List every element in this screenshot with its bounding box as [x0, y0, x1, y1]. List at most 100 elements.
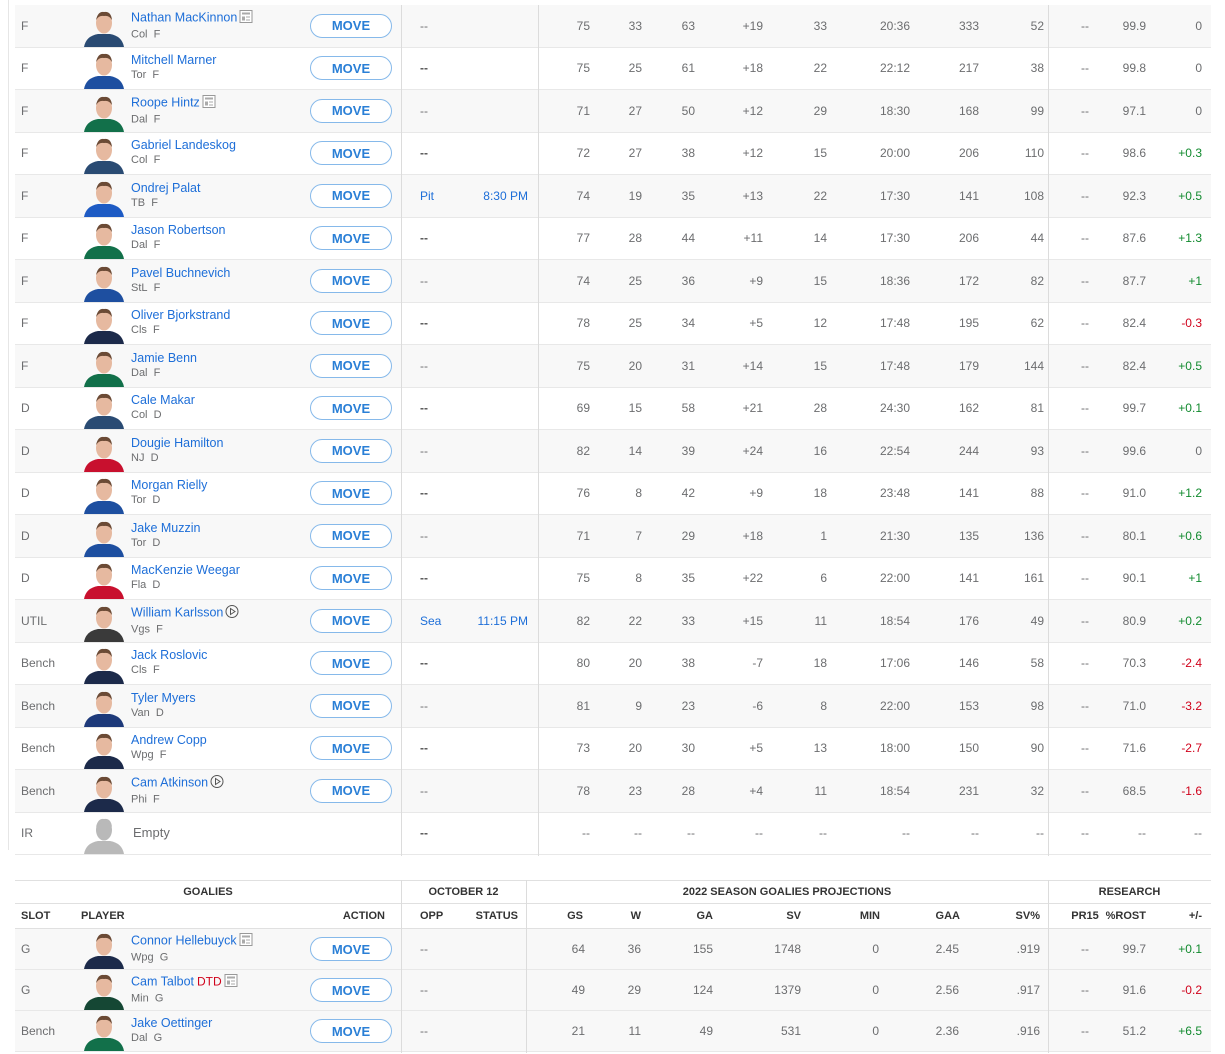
- move-button[interactable]: MOVE: [310, 778, 392, 803]
- news-icon[interactable]: [239, 9, 253, 27]
- player-name-link[interactable]: Roope Hintz: [131, 95, 200, 110]
- stat-value: 42: [681, 486, 695, 501]
- stat-value: --: [634, 826, 642, 841]
- opponent: --: [420, 316, 428, 331]
- move-button[interactable]: MOVE: [310, 438, 392, 463]
- player-name-link[interactable]: Ondrej Palat: [131, 180, 201, 195]
- news-icon[interactable]: [224, 974, 238, 992]
- move-button[interactable]: MOVE: [310, 566, 392, 591]
- move-button[interactable]: MOVE: [310, 353, 392, 378]
- move-button[interactable]: MOVE: [310, 523, 392, 548]
- move-button[interactable]: MOVE: [310, 608, 392, 633]
- move-button[interactable]: MOVE: [310, 978, 392, 1002]
- player-name-link[interactable]: Jack Roslovic: [131, 648, 208, 663]
- table-row: F Nathan MacKinnon Col F MOVE -- 75 33 63 +19 33 2…: [15, 5, 1211, 48]
- rostered-change: 0: [1195, 103, 1202, 118]
- player-name-link[interactable]: Pavel Buchnevich: [131, 265, 231, 280]
- player-name-link[interactable]: Cale Makar: [131, 393, 195, 408]
- move-button[interactable]: MOVE: [310, 1019, 392, 1043]
- column-divider: [401, 880, 402, 1053]
- move-button[interactable]: MOVE: [310, 651, 392, 676]
- move-button[interactable]: MOVE: [310, 183, 392, 208]
- player-headshot: [82, 179, 126, 217]
- slot-label: D: [21, 486, 30, 501]
- move-button[interactable]: MOVE: [310, 937, 392, 961]
- player-name-link[interactable]: Cam Atkinson: [131, 775, 209, 790]
- stat-value: +9: [749, 273, 763, 288]
- move-button[interactable]: MOVE: [310, 226, 392, 251]
- player-name-link[interactable]: Mitchell Marner: [131, 53, 217, 68]
- move-button[interactable]: MOVE: [310, 56, 392, 81]
- player-name-link[interactable]: Dougie Hamilton: [131, 435, 224, 450]
- player-name-link[interactable]: MacKenzie Weegar: [131, 563, 240, 578]
- news-icon[interactable]: [239, 933, 253, 951]
- player-team-position: Wpg F: [131, 748, 207, 763]
- stat-value: 75: [576, 61, 590, 76]
- rostered-change: -3.2: [1181, 698, 1202, 713]
- move-button[interactable]: MOVE: [310, 141, 392, 166]
- move-button[interactable]: MOVE: [310, 311, 392, 336]
- player-headshot: [82, 306, 126, 344]
- move-button[interactable]: MOVE: [310, 268, 392, 293]
- player-name-link[interactable]: William Karlsson: [131, 605, 224, 620]
- stat-value: 27: [628, 103, 642, 118]
- slot-label: G: [21, 983, 31, 997]
- video-play-icon[interactable]: [225, 604, 239, 622]
- opponent: Sea: [420, 613, 442, 628]
- move-button[interactable]: MOVE: [310, 693, 392, 718]
- player-name-link[interactable]: Oliver Bjorkstrand: [131, 308, 231, 323]
- table-row: D MacKenzie Weegar Fla D MOVE -- 75 8 35 +22 6 22:…: [15, 558, 1211, 600]
- player-position: F: [153, 324, 160, 337]
- move-button[interactable]: MOVE: [310, 736, 392, 761]
- move-button[interactable]: MOVE: [310, 13, 392, 38]
- stat-value: 13: [813, 741, 827, 756]
- player-team-position: StL F: [131, 281, 230, 296]
- slot-label: Bench: [21, 656, 56, 671]
- rostered-change: +1.3: [1178, 231, 1202, 246]
- move-button[interactable]: MOVE: [310, 396, 392, 421]
- stat-value: 36: [627, 942, 641, 956]
- news-icon[interactable]: [202, 94, 216, 112]
- player-name-line: Tyler Myers: [131, 691, 196, 706]
- player-name-link[interactable]: Jake Muzzin: [131, 520, 201, 535]
- player-name-link[interactable]: Gabriel Landeskog: [131, 138, 236, 153]
- stat-value: +5: [749, 741, 763, 756]
- table-row: G Connor Hellebuyck Wpg G MOVE -- 64 36 155 1748…: [15, 929, 1211, 970]
- move-button[interactable]: MOVE: [310, 481, 392, 506]
- video-play-icon[interactable]: [210, 774, 224, 792]
- opponent: --: [420, 783, 428, 798]
- player-name-link[interactable]: Morgan Rielly: [131, 478, 208, 493]
- slot-label: F: [21, 188, 29, 203]
- player-name-link[interactable]: Andrew Copp: [131, 733, 207, 748]
- stat-value: 15: [813, 146, 827, 161]
- move-button[interactable]: MOVE: [310, 98, 392, 123]
- player-headshot: [82, 136, 126, 174]
- slot-label: Bench: [21, 1024, 56, 1038]
- player-name-link[interactable]: Tyler Myers: [131, 690, 196, 705]
- player-info: Jamie Benn Dal F: [131, 351, 197, 381]
- player-headshot: [82, 689, 126, 727]
- stat-value: 77: [576, 231, 590, 246]
- player-name-link[interactable]: Connor Hellebuyck: [131, 933, 237, 948]
- player-name-link[interactable]: Jason Robertson: [131, 223, 226, 238]
- player-name-link[interactable]: Jake Oettinger: [131, 1016, 213, 1030]
- stat-value: 19: [628, 188, 642, 203]
- player-name-link[interactable]: Nathan MacKinnon: [131, 10, 238, 25]
- pr15-value: --: [1081, 613, 1089, 628]
- player-team: Cls: [131, 324, 147, 337]
- stat-value: 179: [958, 358, 979, 373]
- opponent: --: [420, 231, 428, 246]
- player-name-link[interactable]: Jamie Benn: [131, 350, 198, 365]
- rostered-change: -0.2: [1181, 983, 1202, 997]
- stat-value: 17:48: [879, 316, 910, 331]
- stat-value: 31: [681, 358, 695, 373]
- table-row: G Cam Talbot DTD Min G MOVE -- 49 29 124 1379 0 2.5…: [15, 970, 1211, 1011]
- stat-value: 217: [958, 61, 979, 76]
- player-position: F: [153, 154, 161, 167]
- percent-rostered: 99.7: [1122, 401, 1146, 416]
- player-name-link[interactable]: Cam Talbot: [131, 974, 194, 989]
- stat-value: 8: [635, 486, 642, 501]
- stat-value: +24: [742, 443, 763, 458]
- stat-value: 244: [958, 443, 979, 458]
- player-info: MacKenzie Weegar Fla D: [131, 563, 240, 593]
